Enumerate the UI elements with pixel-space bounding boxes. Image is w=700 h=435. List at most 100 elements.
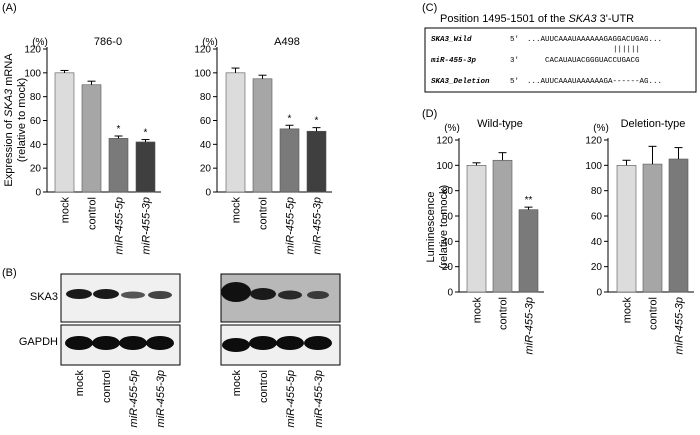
x-label-deletion-type-2: miR-455-3p (674, 297, 686, 354)
y-tick-label-786-0: 100 (24, 68, 41, 79)
x-label-deletion-type-1: control (648, 297, 660, 330)
seq-end-wild: 5' (510, 36, 519, 44)
y-tick-label-786-0: 60 (30, 116, 42, 127)
y-tick-label-deletion-type: 0 (596, 288, 602, 299)
chart-deletion-type: Deletion-type (%) 0 20 40 60 80 100 120 mock contr… (585, 118, 694, 354)
chart-title-a498: A498 (274, 36, 300, 48)
seq-name-mir: miR-455-3p (430, 57, 477, 65)
panel-d-ylabel-line1: Luminescence (425, 192, 437, 263)
blot-lane-labels: mock control miR-455-5p miR-455-3p mock contr… (74, 370, 325, 428)
y-tick-label-deletion-type: 120 (585, 136, 602, 147)
significance-a498-2: * (288, 113, 292, 124)
band-786-ska3-mock (66, 289, 92, 299)
chart-786-0: 786-0 (%) 0 20 40 60 80 100 120 mock control * miR-4… (24, 36, 161, 254)
y-tick-label-wild-type: 60 (442, 212, 454, 223)
chart-title-deletion-type: Deletion-type (621, 118, 686, 130)
band-a498-ska3-control (250, 288, 276, 300)
panel-d-ylabel-line2: (relative to mock) (438, 185, 450, 269)
seq-pairing: |||||| (613, 46, 640, 54)
panel-label-c: (C) (422, 2, 437, 14)
bar-a498-0 (225, 72, 246, 193)
band-786-gapdh-5p (119, 336, 147, 350)
bar-786-0-2 (108, 138, 129, 193)
significance-a498-3: * (315, 116, 319, 127)
blot-lane-label-0-2: miR-455-5p (128, 370, 140, 427)
band-786-gapdh-mock (65, 336, 93, 350)
panel-label-d: (D) (422, 108, 437, 120)
seq-end-mir: 3' (510, 57, 519, 65)
y-tick-label-a498: 80 (200, 92, 212, 103)
x-label-deletion-type-0: mock (622, 297, 634, 324)
x-label-a498-1: control (258, 197, 270, 230)
bar-a498-3 (306, 130, 327, 193)
y-tick-label-deletion-type: 20 (591, 262, 603, 273)
y-unit-786-0: (%) (32, 37, 48, 48)
y-tick-label-a498: 40 (200, 140, 212, 151)
bar-a498-2 (279, 128, 300, 193)
x-label-a498-3: miR-455-3p (312, 197, 324, 254)
x-label-wild-type-2: miR-455-3p (524, 297, 536, 354)
blot-label-gapdh: GAPDH (19, 336, 58, 348)
y-tick-label-786-0: 20 (30, 164, 42, 175)
significance-786-0-2: * (117, 124, 121, 135)
y-tick-label-wild-type: 100 (436, 161, 453, 172)
y-tick-label-wild-type: 120 (436, 136, 453, 147)
bar-786-0-0 (54, 72, 75, 193)
sequence-box (424, 27, 697, 93)
y-tick-label-a498: 100 (194, 68, 211, 79)
x-label-786-0-3: miR-455-3p (141, 197, 153, 254)
seq-mir: CACAUAUACGGGUACCUGACG (545, 57, 640, 65)
bar-786-0-1 (81, 84, 102, 193)
chart-wild-type: Wild-type (%) 0 20 40 60 80 100 120 mock control **… (436, 118, 544, 354)
bar-deletion-type-1 (642, 163, 663, 293)
band-a498-ska3-5p (278, 290, 302, 300)
x-label-wild-type-0: mock (472, 297, 484, 324)
blot-lane-label-1-3: miR-455-3p (313, 370, 325, 427)
chart-title-786-0: 786-0 (94, 36, 122, 48)
chart-title-wild-type: Wild-type (477, 118, 523, 130)
y-tick-label-wild-type: 0 (447, 288, 453, 299)
x-label-a498-0: mock (231, 197, 243, 224)
seq-end-deletion: 5' (510, 78, 519, 86)
y-tick-label-786-0: 40 (30, 140, 42, 151)
band-786-ska3-3p (148, 291, 172, 299)
y-tick-label-786-0: 80 (30, 92, 42, 103)
blot-lane-label-1-1: control (258, 370, 270, 403)
band-a498-gapdh-control (249, 336, 277, 350)
blot-lane-label-1-2: miR-455-5p (285, 370, 297, 427)
bar-wild-type-0 (466, 165, 487, 293)
x-label-786-0-0: mock (60, 197, 72, 224)
band-786-gapdh-3p (146, 336, 174, 350)
bar-deletion-type-2 (668, 158, 689, 293)
x-label-wild-type-1: control (498, 297, 510, 330)
y-tick-label-wild-type: 40 (442, 237, 454, 248)
y-unit-deletion-type: (%) (593, 123, 609, 134)
y-unit-wild-type: (%) (444, 123, 460, 134)
western-blots: SKA3 GAPDH (19, 273, 341, 366)
seq-deletion: ...AUUCAAAUAAAAAAGA------AG... (527, 78, 662, 86)
seq-wild: ...AUUCAAAUAAAAAAGAGGACUGAG... (527, 36, 662, 44)
y-tick-label-a498: 60 (200, 116, 212, 127)
panel-a-ylabel-line1: Expression of SKA3 mRNA (3, 53, 15, 187)
x-label-786-0-1: control (87, 197, 99, 230)
seq-name-deletion: SKA3_Deletion (431, 78, 490, 86)
panel-a-ylabel-line2: (relative to mock) (16, 78, 28, 162)
bar-wild-type-1 (492, 159, 513, 293)
x-label-a498-2: miR-455-5p (285, 197, 297, 254)
seq-name-wild: SKA3_Wild (431, 36, 472, 44)
blot-lane-label-0-1: control (101, 370, 113, 403)
band-a498-ska3-3p (307, 291, 329, 299)
chart-a498: A498 (%) 0 20 40 60 80 100 120 mock control * miR-45… (194, 36, 332, 254)
y-tick-label-wild-type: 80 (442, 186, 454, 197)
y-tick-label-deletion-type: 80 (591, 186, 603, 197)
panel-label-b: (B) (2, 267, 17, 279)
band-786-gapdh-control (92, 336, 120, 350)
y-tick-label-deletion-type: 40 (591, 237, 603, 248)
sequence-panel: Position 1495-1501 of the SKA3 3'-UTR SK… (424, 13, 697, 93)
bar-wild-type-2 (518, 209, 539, 293)
significance-wild-type-2: ** (525, 195, 533, 206)
x-label-786-0-2: miR-455-5p (114, 197, 126, 254)
y-tick-label-a498: 0 (205, 188, 211, 199)
blot-label-ska3: SKA3 (30, 291, 58, 303)
